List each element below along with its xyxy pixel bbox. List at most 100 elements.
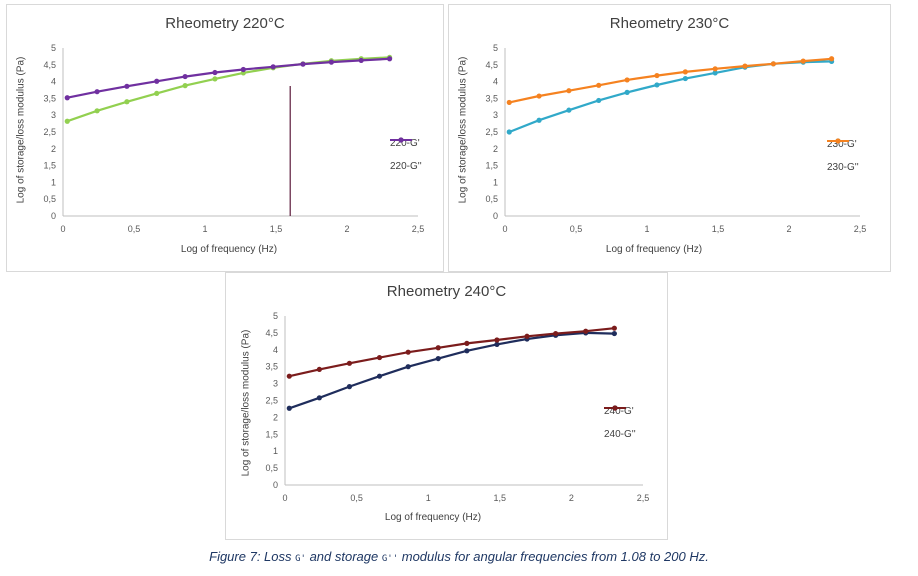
legend-label: 240-G'': [604, 428, 636, 440]
data-point: [611, 325, 617, 331]
x-tick-label: 0: [282, 493, 287, 503]
x-tick-label: 2,5: [637, 493, 650, 503]
data-point: [536, 93, 542, 99]
legend-item: 230-G'': [827, 138, 859, 174]
y-tick-label: 3: [51, 110, 56, 120]
x-tick-label: 0,5: [128, 224, 141, 234]
y-tick-label: 0,5: [43, 194, 56, 204]
legend-item: 240-G'': [604, 405, 636, 441]
y-tick-label: 5: [51, 43, 56, 53]
data-point: [712, 66, 718, 72]
data-point: [376, 354, 383, 361]
chart-title: Rheometry 220°C: [165, 15, 285, 32]
data-point: [742, 63, 748, 69]
y-tick-label: 4,5: [265, 328, 278, 338]
data-point: [154, 90, 160, 96]
data-point: [316, 395, 322, 401]
x-tick-label: 1,5: [494, 493, 507, 503]
data-point: [553, 330, 559, 337]
data-point: [94, 108, 100, 114]
data-point: [506, 129, 512, 135]
x-tick-label: 1: [426, 493, 431, 503]
y-tick-label: 2,5: [485, 127, 498, 137]
y-tick-label: 5: [493, 43, 498, 53]
legend-swatch: [827, 138, 849, 144]
legend-label: 220-G': [390, 137, 420, 149]
y-tick-label: 4: [273, 345, 278, 355]
x-tick-label: 2,5: [854, 224, 867, 234]
y-tick-label: 1: [51, 177, 56, 187]
y-tick-label: 2: [493, 144, 498, 154]
data-point: [682, 69, 688, 75]
series-line: [66, 56, 390, 123]
data-point: [405, 349, 411, 355]
data-point: [624, 89, 630, 95]
y-tick-label: 4,5: [485, 60, 498, 70]
data-point: [770, 61, 776, 67]
y-tick-label: 0,5: [265, 463, 278, 473]
data-point: [94, 89, 100, 95]
y-tick-label: 3,5: [485, 93, 498, 103]
x-tick-label: 0,5: [350, 493, 363, 503]
chart-plot-220: 0 0,5 1 1,5 2 2,5 3 3,5 4 4,5 5 0 0,5 1 1,5 2 2,5: [43, 43, 425, 234]
y-tick-label: 2: [51, 144, 56, 154]
data-point: [494, 337, 500, 343]
x-tick-label: 1,5: [270, 224, 283, 234]
data-point: [405, 364, 411, 370]
figure-caption: Figure 7: Loss G' and storage G'' modulu…: [209, 549, 709, 564]
series-line: [289, 327, 615, 378]
x-axis-label: Log of frequency (Hz): [180, 244, 278, 255]
series-line: [508, 60, 832, 134]
x-tick-label: 2,5: [412, 224, 425, 234]
x-axis-label: Log of frequency (Hz): [605, 244, 703, 255]
chart-plot-240: 0 0,5 1 1,5 2 2,5 3 3,5 4 4,5 5 0 0,5 1 1,5 2 2,5: [265, 311, 650, 503]
chart-plot-230: 0 0,5 1 1,5 2 2,5 3 3,5 4 4,5 5 0 0,5 1 1,5 2 2,5: [485, 43, 867, 234]
data-point: [464, 340, 470, 346]
legend-swatch: [604, 405, 626, 411]
series-line: [288, 331, 615, 410]
legend-label: 240-G': [604, 405, 634, 417]
series-line: [67, 57, 390, 99]
y-tick-label: 5: [273, 311, 278, 321]
y-tick-label: 0: [273, 480, 278, 490]
data-point: [240, 66, 246, 73]
data-point: [524, 333, 530, 339]
data-point: [346, 360, 353, 366]
legend-label: 230-G'': [827, 161, 859, 173]
data-point: [566, 107, 572, 113]
series-line: [509, 57, 832, 104]
data-point: [566, 88, 572, 94]
chart-title: Rheometry 230°C: [609, 15, 730, 32]
data-point: [64, 95, 70, 101]
y-tick-label: 2: [273, 412, 278, 422]
data-point: [358, 57, 364, 64]
data-point: [286, 405, 292, 411]
data-point: [536, 117, 542, 123]
data-point: [346, 384, 353, 390]
y-tick-label: 4: [493, 77, 498, 87]
data-point: [270, 64, 276, 70]
y-tick-label: 0,5: [485, 194, 498, 204]
data-point: [829, 56, 835, 62]
y-tick-label: 3,5: [43, 93, 56, 103]
legend: 220-G' 220-G'': [390, 136, 422, 182]
legend-label: 220-G'': [390, 160, 422, 172]
y-tick-label: 4,5: [43, 60, 56, 70]
legend-label: 230-G': [827, 138, 857, 150]
data-point: [435, 345, 441, 351]
y-tick-label: 0: [493, 211, 498, 221]
y-tick-label: 1,5: [43, 161, 56, 171]
chart-panel-230: Rheometry 230°C Log of storage/loss modu…: [448, 4, 891, 272]
y-tick-label: 3: [493, 110, 498, 120]
data-point: [387, 56, 393, 62]
data-point: [654, 82, 660, 88]
data-point: [596, 82, 602, 88]
y-tick-label: 0: [51, 211, 56, 221]
data-point: [596, 97, 602, 104]
y-tick-label: 2,5: [43, 127, 56, 137]
y-tick-label: 1: [273, 446, 278, 456]
data-point: [611, 330, 617, 337]
legend-swatch: [390, 137, 412, 143]
data-point: [300, 61, 306, 67]
x-tick-label: 1: [202, 224, 207, 234]
